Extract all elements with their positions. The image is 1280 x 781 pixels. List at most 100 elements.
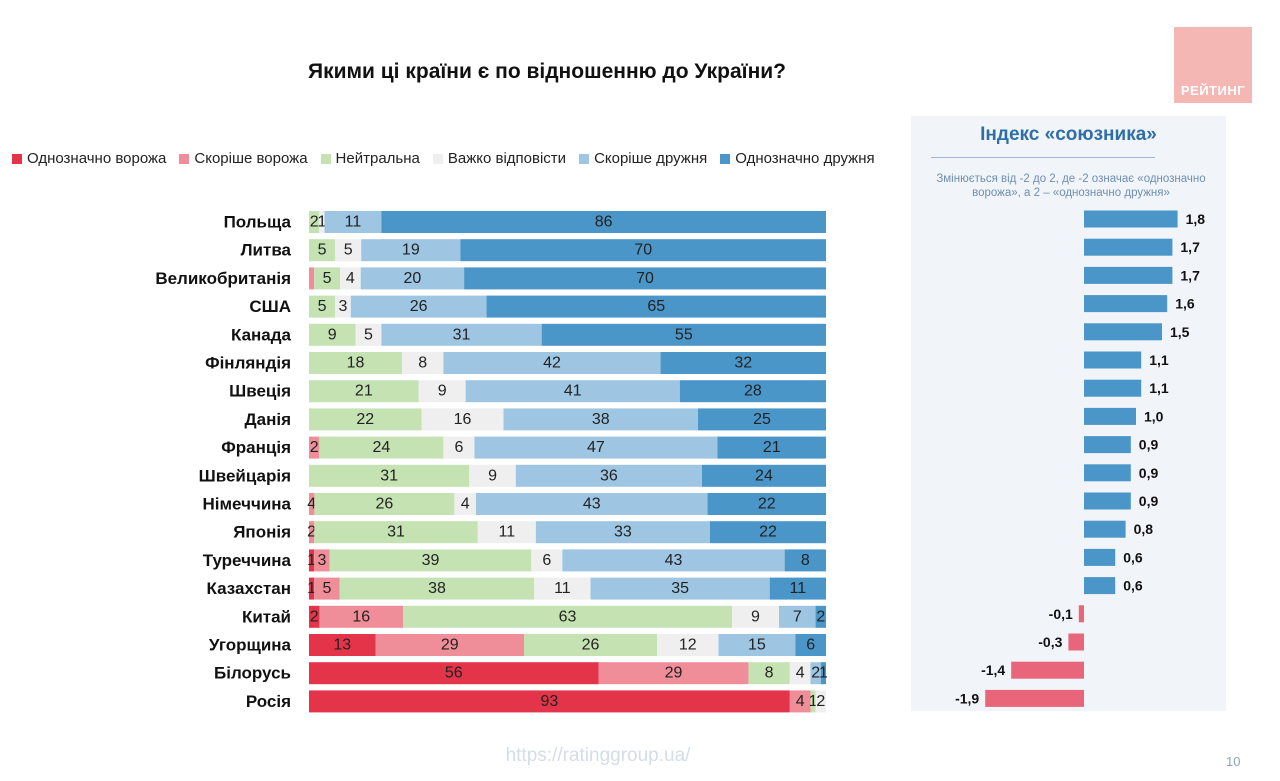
data-label: 4: [346, 270, 355, 287]
bar-segment: [309, 295, 336, 318]
category-label: Польща: [224, 213, 292, 232]
category-label: Швеція: [229, 382, 291, 401]
data-label: 6: [454, 439, 463, 456]
index-value-label: -0,1: [1049, 606, 1073, 622]
bar-segment: [314, 521, 478, 544]
bar-segment: [748, 662, 790, 685]
category-label: Туреччина: [203, 551, 292, 570]
bar-segment: [335, 239, 362, 262]
bar-segment: [503, 408, 699, 431]
data-label: 29: [441, 637, 459, 654]
bar-segment: [660, 352, 826, 374]
data-label: 7: [793, 608, 802, 625]
bar-segment: [469, 464, 516, 487]
data-label: 26: [582, 637, 600, 654]
bar-segment: [486, 295, 826, 318]
index-subtitle-line2: ворожа», а 2 – «однозначно дружня»: [972, 187, 1170, 199]
data-label: 11: [499, 524, 516, 541]
legend-swatch: [320, 153, 331, 164]
category-label: Казахстан: [207, 579, 291, 598]
data-label: 33: [614, 524, 632, 541]
data-label: 22: [758, 496, 776, 513]
index-bar: [1084, 436, 1131, 454]
bar-segment: [460, 239, 826, 262]
bar-segment: [314, 549, 330, 572]
data-label: 4: [307, 496, 316, 513]
data-label: 20: [404, 270, 422, 287]
bar-segment: [590, 577, 770, 600]
bar-segment: [309, 605, 320, 628]
legend-item: Скоріше дружня: [579, 150, 707, 167]
index-value-label: 1,8: [1186, 211, 1206, 227]
bar-segment: [443, 352, 661, 374]
index-title: Індекс «союзника»: [980, 124, 1157, 145]
data-label: 12: [679, 637, 697, 654]
bar-segment: [707, 493, 826, 515]
data-label: 93: [541, 693, 559, 710]
data-label: 5: [344, 242, 353, 259]
chart-title: Якими ці країни є по відношенню до Украї…: [307, 60, 786, 83]
bar-segment: [784, 549, 826, 572]
bar-segment: [562, 549, 785, 572]
bar-segment: [474, 436, 718, 459]
index-bar: [1084, 492, 1131, 510]
bar-segment: [421, 408, 504, 431]
index-value-label: 0,6: [1123, 578, 1143, 594]
data-label: 41: [564, 383, 582, 400]
data-label: 31: [387, 524, 405, 541]
category-label: Білорусь: [214, 664, 291, 683]
data-label: 24: [755, 467, 773, 484]
index-bar: [1084, 379, 1142, 397]
data-label: 38: [592, 411, 610, 428]
bar-segment: [709, 521, 826, 544]
legend-label: Скоріше дружня: [594, 150, 708, 167]
data-label: 11: [554, 580, 571, 597]
index-bar: [985, 689, 1084, 707]
data-label: 4: [796, 693, 805, 710]
data-label: 1: [307, 552, 316, 569]
category-label: Фінляндія: [205, 354, 291, 373]
bar-segment: [309, 521, 315, 544]
legend-label: Важко відповісти: [447, 150, 567, 167]
bar-segment: [339, 577, 535, 600]
category-label: Данія: [245, 410, 291, 429]
data-label: 21: [763, 439, 781, 456]
data-label: 3: [317, 552, 326, 569]
bar-segment: [402, 352, 444, 374]
data-label: 16: [454, 411, 472, 428]
bar-segment: [657, 634, 719, 656]
index-value-label: 0,9: [1139, 465, 1159, 481]
bar-segment: [732, 605, 779, 628]
data-label: 24: [372, 439, 390, 456]
legend: Однозначно ворожа Скоріше ворожа Нейтрал…: [12, 150, 875, 167]
bar-segment: [309, 549, 315, 572]
legend-item: Однозначно дружня: [720, 150, 875, 167]
data-label: 11: [345, 214, 362, 231]
bar-segment: [381, 323, 542, 346]
index-value-label: 0,9: [1139, 493, 1159, 509]
bar-segment: [475, 493, 708, 515]
data-label: 29: [665, 665, 683, 682]
data-label: 1: [317, 214, 326, 231]
data-label: 70: [634, 242, 652, 259]
index-value-label: 1,6: [1175, 296, 1195, 312]
data-label: 8: [418, 355, 427, 372]
bar-segment: [701, 464, 826, 487]
index-bar: [1011, 661, 1084, 679]
data-label: 11: [790, 580, 807, 597]
bar-segment: [779, 605, 816, 628]
index-bar: [1084, 407, 1136, 425]
bar-segment: [531, 549, 563, 572]
legend-item: Важко відповісти: [432, 150, 567, 167]
page-number: 10: [1226, 754, 1241, 769]
category-label: Франція: [221, 438, 291, 457]
bar-segment: [355, 323, 382, 346]
bar-segment: [418, 380, 466, 403]
source-url: https://ratinggroup.ua/: [505, 745, 691, 766]
bar-segment: [465, 380, 680, 403]
data-label: 6: [542, 552, 551, 569]
index-value-label: 1,5: [1170, 324, 1190, 340]
data-label: 25: [753, 411, 771, 428]
index-bar: [1084, 295, 1168, 313]
